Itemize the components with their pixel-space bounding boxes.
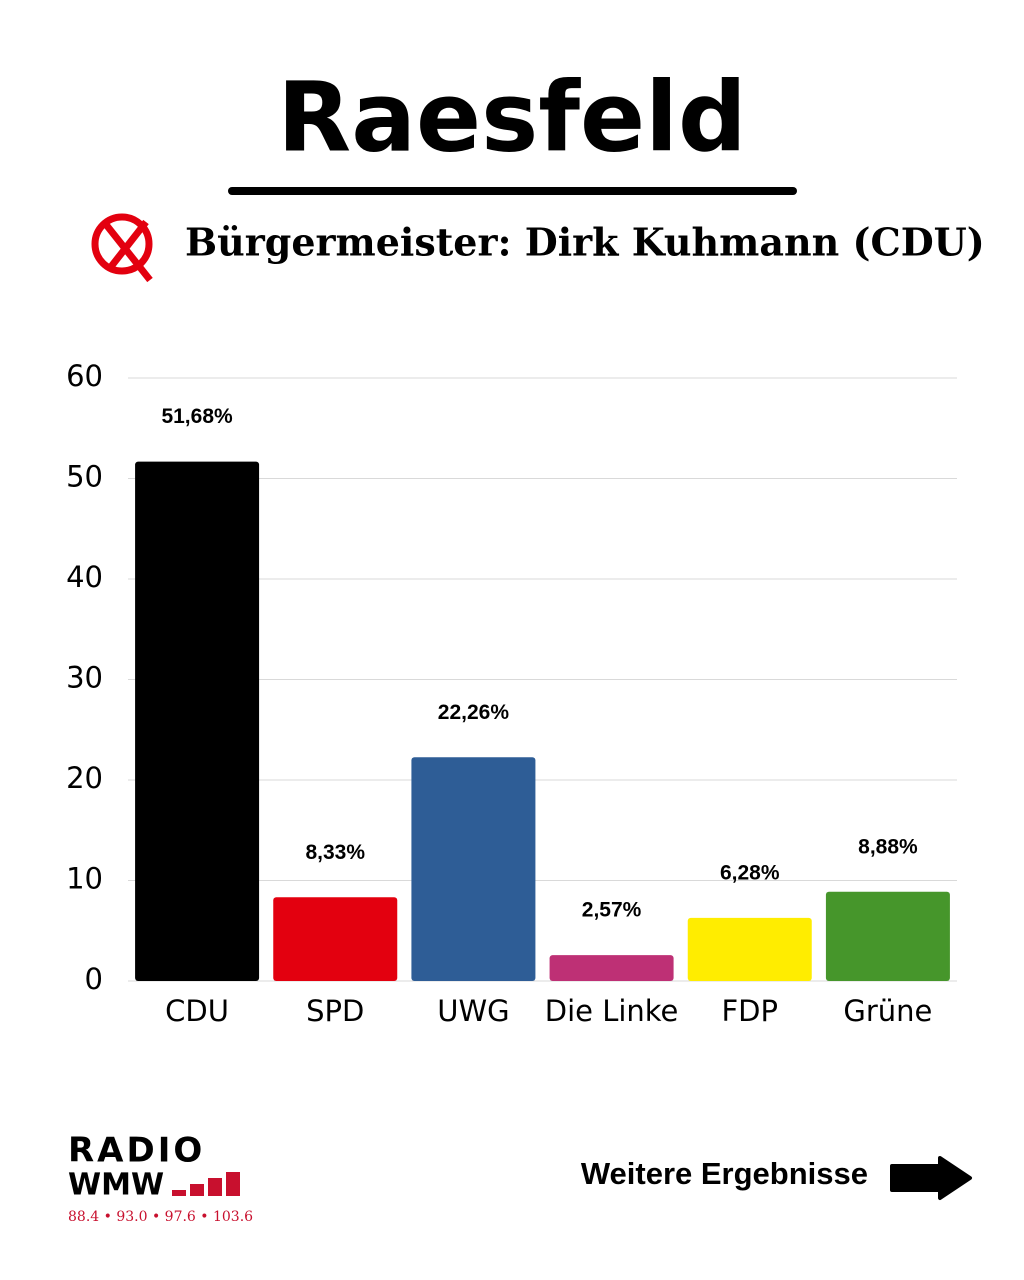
value-label: 8,88% [858,835,918,858]
more-results[interactable]: Weitere Ergebnisse [581,1156,868,1191]
bar [825,891,950,981]
chart-title: Raesfeld [277,61,746,173]
ballot-icon [91,213,153,283]
value-label: 6,28% [720,861,780,884]
value-label: 22,26% [438,701,510,724]
y-tick-label: 40 [66,560,103,594]
logo-frequencies: 88.4 • 93.0 • 97.6 • 103.6 [68,1209,253,1225]
bar [687,917,812,981]
value-label: 8,33% [305,841,365,864]
y-tick-label: 60 [66,359,103,393]
arrow-icon[interactable] [890,1156,972,1200]
y-tick-label: 0 [85,962,103,996]
bar [135,461,260,982]
x-tick-label: FDP [722,994,779,1028]
logo-line: RADIO [68,1131,205,1171]
x-tick-label: Die Linke [545,994,679,1028]
logo-line: WMW [68,1168,164,1203]
x-tick-label: SPD [306,994,364,1028]
y-tick-label: 30 [66,661,103,695]
y-tick-label: 20 [66,761,103,795]
x-tick-label: CDU [165,994,229,1028]
x-tick-label: Grüne [843,994,932,1028]
chart-subtitle: Bürgermeister: Dirk Kuhmann (CDU) [185,220,985,265]
y-tick-label: 10 [66,862,103,896]
value-label: 2,57% [582,899,642,922]
x-tick-label: UWG [437,994,509,1028]
bar [549,955,674,981]
bar [273,897,398,981]
y-tick-label: 50 [66,460,103,494]
value-label: 51,68% [161,405,233,428]
logo: RADIO WMW 88.4 • 93.0 • 97.6 • 103.6 [68,1131,253,1226]
bar [411,757,536,981]
